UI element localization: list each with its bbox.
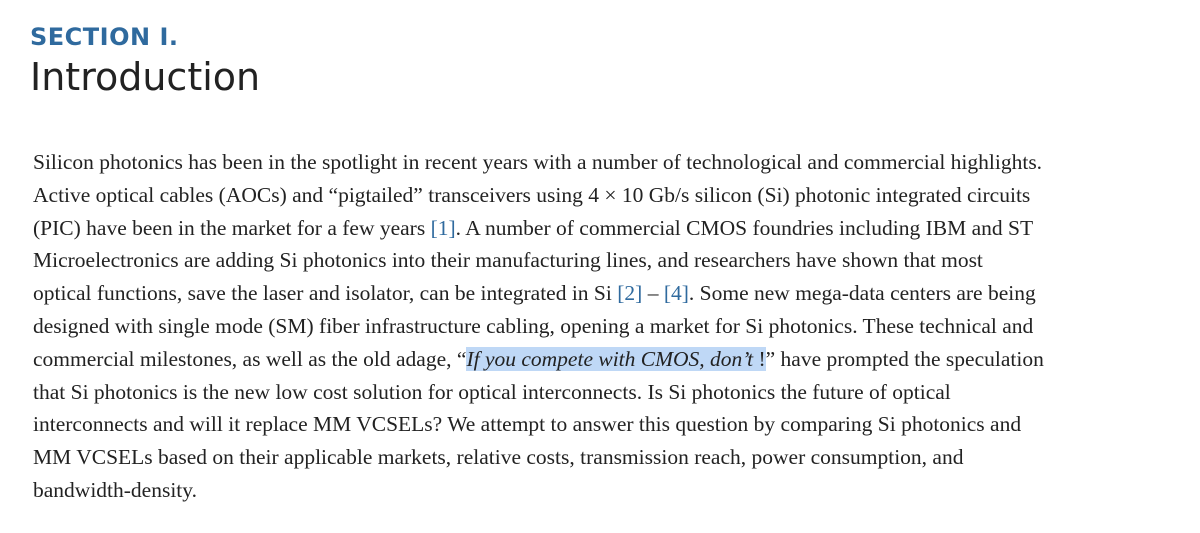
paragraph-line: designed with single mode (SM) fiber inf… bbox=[33, 313, 1034, 338]
section-title: Introduction bbox=[30, 55, 261, 99]
citation-link-2[interactable]: [2] bbox=[617, 281, 643, 306]
paragraph-line: bandwidth-density. bbox=[33, 477, 198, 502]
intro-paragraph: Silicon photonics has been in the spotli… bbox=[33, 146, 1193, 507]
paragraph-line: MM VCSELs based on their applicable mark… bbox=[33, 445, 964, 470]
quote-exclamation: ! bbox=[753, 346, 766, 371]
citation-link-1[interactable]: [1] bbox=[430, 215, 456, 240]
citation-link-4[interactable]: [4] bbox=[663, 281, 689, 306]
paragraph-line: (PIC) have been in the market for a few … bbox=[33, 212, 1193, 245]
paragraph-line: interconnects and will it replace MM VCS… bbox=[33, 412, 1022, 437]
text-segment: commercial milestones, as well as the ol… bbox=[33, 346, 467, 371]
selected-quote-text[interactable]: If you compete with CMOS, don’t ! bbox=[466, 346, 766, 371]
text-segment: – bbox=[642, 281, 664, 306]
text-segment: (PIC) have been in the market for a few … bbox=[33, 215, 431, 240]
text-segment: . Some new mega-data centers are being bbox=[688, 281, 1036, 306]
text-segment: optical functions, save the laser and is… bbox=[33, 281, 618, 306]
text-segment: . A number of commercial CMOS foundries … bbox=[455, 215, 1034, 240]
paragraph-line: commercial milestones, as well as the ol… bbox=[33, 343, 1193, 376]
paragraph-line: that Si photonics is the new low cost so… bbox=[33, 379, 951, 404]
paragraph-line: Active optical cables (AOCs) and “pigtai… bbox=[33, 182, 1031, 207]
paragraph-line: Microelectronics are adding Si photonics… bbox=[33, 248, 983, 273]
quote-text: If you compete with CMOS, don’t bbox=[466, 346, 754, 371]
paragraph-line: Silicon photonics has been in the spotli… bbox=[33, 150, 1043, 174]
paragraph-line: optical functions, save the laser and is… bbox=[33, 277, 1193, 310]
section-number: SECTION I. bbox=[30, 23, 179, 51]
text-segment: ” have prompted the speculation bbox=[765, 346, 1044, 371]
